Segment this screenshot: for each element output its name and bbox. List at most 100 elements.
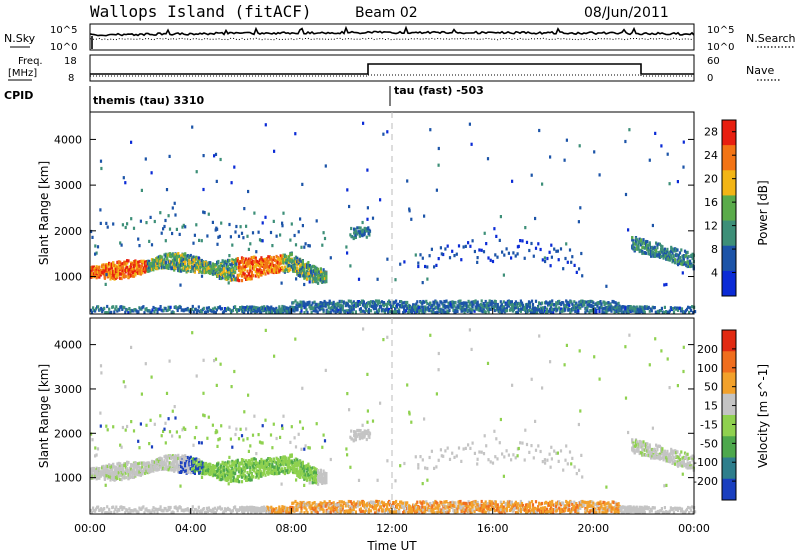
power-cell bbox=[325, 301, 327, 304]
power-cell bbox=[520, 307, 522, 310]
power-cell bbox=[534, 217, 536, 220]
power-cell bbox=[299, 217, 301, 220]
power-cell bbox=[431, 304, 433, 307]
power-cell bbox=[654, 246, 656, 249]
power-cell bbox=[376, 300, 378, 303]
power-cell bbox=[299, 274, 301, 277]
power-cell bbox=[169, 155, 171, 158]
power-cell bbox=[286, 310, 288, 313]
power-cell bbox=[687, 306, 689, 309]
velocity-cell bbox=[231, 446, 233, 449]
velocity-cell bbox=[127, 461, 129, 464]
power-cell bbox=[368, 308, 370, 311]
power-cell bbox=[306, 277, 308, 280]
power-cell bbox=[558, 258, 560, 261]
velocity-cell bbox=[252, 434, 254, 437]
power-cell bbox=[440, 246, 442, 249]
power-cell bbox=[576, 271, 578, 274]
velocity-cell bbox=[212, 424, 214, 427]
power-cell bbox=[125, 275, 127, 278]
power-cell bbox=[233, 166, 235, 169]
power-cell bbox=[580, 252, 582, 255]
power-cell bbox=[338, 303, 340, 306]
power-cell bbox=[317, 268, 319, 271]
power-cell bbox=[379, 198, 381, 201]
power-cell bbox=[126, 222, 128, 225]
power-cell bbox=[330, 256, 332, 259]
power-cell bbox=[242, 306, 244, 309]
beam-label: Beam 02 bbox=[355, 5, 418, 21]
power-cell bbox=[281, 266, 283, 269]
velocity-cell bbox=[209, 463, 211, 466]
power-cell bbox=[346, 251, 348, 254]
freq-tick-top: 18 bbox=[64, 56, 77, 67]
power-cell bbox=[204, 211, 206, 214]
power-cell bbox=[247, 190, 249, 193]
power-cell bbox=[98, 266, 100, 269]
power-cell bbox=[667, 153, 669, 156]
power-cell bbox=[302, 224, 304, 227]
cpid-label: CPID bbox=[4, 89, 33, 102]
nave-label: Nave bbox=[746, 64, 774, 77]
power-cell bbox=[549, 251, 551, 254]
power-cell bbox=[579, 144, 581, 147]
velocity-cell bbox=[241, 480, 243, 483]
velocity-cell bbox=[242, 438, 244, 441]
power-cell bbox=[503, 254, 505, 257]
power-cell bbox=[487, 256, 489, 259]
power-cell bbox=[107, 226, 109, 229]
power-cell bbox=[382, 133, 384, 136]
power-cell bbox=[488, 304, 490, 307]
power-cell bbox=[214, 307, 216, 310]
power-cell bbox=[164, 219, 166, 222]
power-cell bbox=[238, 235, 240, 238]
power-cell bbox=[253, 306, 255, 309]
velocity-cell bbox=[148, 442, 150, 445]
power-cell bbox=[100, 160, 102, 163]
velocity-cell bbox=[159, 414, 161, 417]
power-cell bbox=[124, 311, 126, 314]
power-cell bbox=[642, 238, 644, 241]
power-cell bbox=[443, 310, 445, 313]
y-tick-label: 3000 bbox=[54, 179, 82, 192]
power-cell bbox=[305, 242, 307, 245]
power-cell bbox=[511, 180, 513, 183]
power-cell bbox=[140, 220, 142, 223]
velocity-cell bbox=[271, 446, 273, 449]
power-cell bbox=[251, 277, 253, 280]
power-cell bbox=[544, 306, 546, 309]
velocity-cell bbox=[291, 425, 293, 428]
power-cell bbox=[142, 305, 144, 308]
power-cell bbox=[165, 239, 167, 242]
power-cell bbox=[273, 220, 275, 223]
power-cell bbox=[359, 235, 361, 238]
power-cell bbox=[564, 309, 566, 312]
power-cell bbox=[325, 272, 327, 275]
power-cell bbox=[370, 309, 372, 312]
power-cell bbox=[105, 273, 107, 276]
power-cell bbox=[482, 305, 484, 308]
nsky-tick-top: 10^5 bbox=[50, 25, 77, 36]
power-cell bbox=[674, 261, 676, 264]
velocity-cell bbox=[91, 438, 93, 441]
power-cell bbox=[206, 307, 208, 310]
power-cell bbox=[133, 227, 135, 230]
power-cell bbox=[568, 304, 570, 307]
power-cell bbox=[528, 249, 530, 252]
power-cell bbox=[436, 189, 438, 192]
power-cell bbox=[538, 129, 540, 132]
power-cell bbox=[602, 307, 604, 310]
power-cell bbox=[163, 225, 165, 228]
power-cell bbox=[112, 222, 114, 225]
power-cell bbox=[289, 239, 291, 242]
power-cell bbox=[565, 242, 567, 245]
power-cell bbox=[381, 300, 383, 303]
power-cell bbox=[152, 306, 154, 309]
power-cell bbox=[586, 309, 588, 312]
power-cell bbox=[505, 303, 507, 306]
power-cell bbox=[648, 306, 650, 309]
power-cell bbox=[614, 311, 616, 314]
power-cell bbox=[672, 307, 674, 310]
power-cell bbox=[377, 278, 379, 281]
velocity-cell bbox=[137, 440, 139, 443]
